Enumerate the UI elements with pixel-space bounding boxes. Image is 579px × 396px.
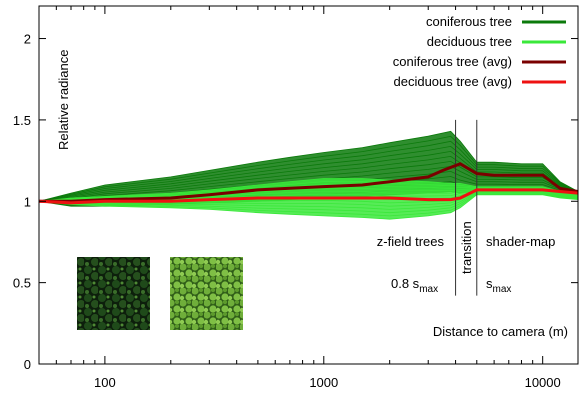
coniferous-tree-avg--line bbox=[39, 162, 578, 203]
y-tick-label: 2 bbox=[24, 32, 31, 47]
legend: coniferous tree deciduous tree coniferous … bbox=[393, 14, 566, 89]
plot-frame bbox=[38, 5, 579, 365]
plot-area bbox=[39, 119, 578, 296]
coniferous-tree-line bbox=[39, 135, 578, 202]
x-axis-label: Distance to camera (m) bbox=[433, 324, 568, 339]
legend-label-coniferous-tree: coniferous tree bbox=[426, 14, 512, 29]
s-max-base-sub: max bbox=[493, 284, 512, 295]
y-tick-label: 0 bbox=[24, 357, 31, 372]
deciduous-tree-line bbox=[39, 181, 578, 202]
y-tick-label: 0.5 bbox=[13, 276, 31, 291]
coniferous-tree-line bbox=[39, 150, 578, 202]
deciduous-tree-line bbox=[39, 194, 578, 220]
s-max-base: s bbox=[486, 276, 493, 291]
deciduous-tree-line bbox=[39, 184, 578, 202]
x-tick-label: 1000 bbox=[309, 375, 338, 390]
y-tick-label: 1.5 bbox=[13, 113, 31, 128]
deciduous-tree-line bbox=[39, 191, 578, 207]
deciduous-tree-line bbox=[39, 192, 578, 210]
series-bands bbox=[39, 130, 578, 220]
x-tick-label: 10000 bbox=[525, 375, 561, 390]
z-field-label: z-field trees bbox=[377, 234, 445, 249]
deciduous-tree-line bbox=[39, 193, 578, 214]
coniferous-tree-line bbox=[39, 140, 578, 202]
deciduous-forest-thumbnail bbox=[170, 257, 243, 330]
vertical-markers bbox=[455, 119, 478, 296]
legend-label-deciduous-tree-avg-: deciduous tree (avg) bbox=[393, 74, 512, 89]
shader-map-label: shader-map bbox=[486, 234, 555, 249]
coniferous-tree-line bbox=[39, 145, 578, 202]
y-axis-label: Relative radiance bbox=[56, 50, 71, 150]
series-averages bbox=[39, 162, 578, 205]
s-max-08-label: 0.8 smax bbox=[391, 276, 438, 295]
legend-label-deciduous-tree: deciduous tree bbox=[427, 34, 512, 49]
transition-label: transition bbox=[459, 221, 474, 274]
coniferous-forest-thumbnail bbox=[77, 257, 150, 330]
s-max-label: smax bbox=[486, 276, 511, 295]
deciduous-tree-line bbox=[39, 178, 578, 202]
coniferous-tree-line bbox=[39, 160, 578, 202]
coniferous-tree-line bbox=[39, 130, 578, 202]
tick-labels: 0 0.5 1 1.5 2 100 1000 10000 bbox=[13, 32, 561, 390]
s-max-08-prefix: 0.8 s bbox=[391, 276, 420, 291]
s-max-08-sub: max bbox=[419, 284, 438, 295]
y-tick-label: 1 bbox=[24, 194, 31, 209]
axes bbox=[38, 5, 579, 365]
deciduous-tree-avg--line bbox=[39, 188, 578, 205]
legend-label-coniferous-tree-avg-: coniferous tree (avg) bbox=[393, 54, 512, 69]
x-tick-label: 100 bbox=[94, 375, 116, 390]
deciduous-tree-line bbox=[39, 193, 578, 217]
